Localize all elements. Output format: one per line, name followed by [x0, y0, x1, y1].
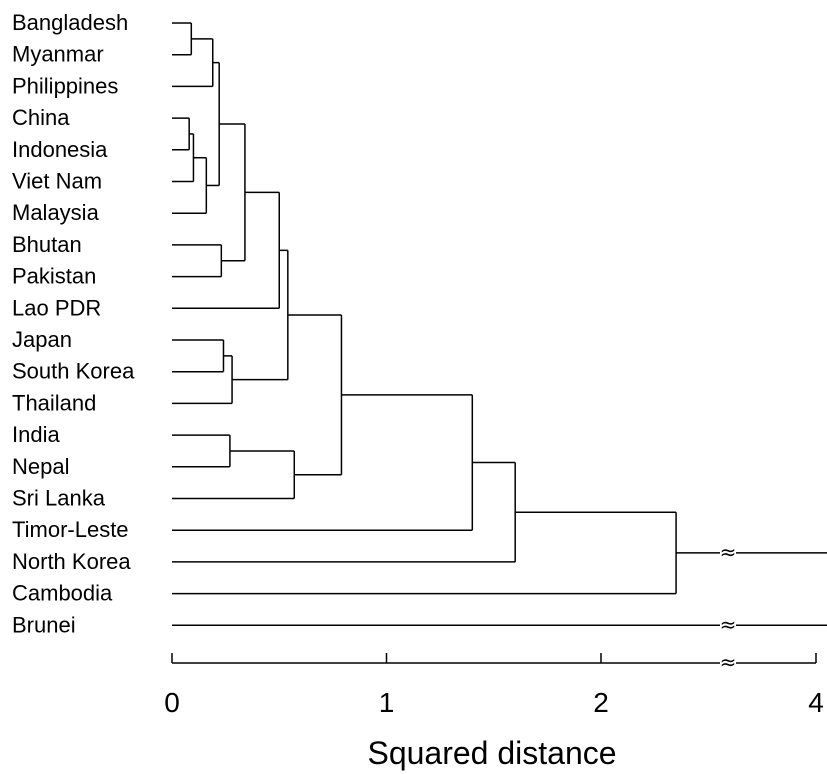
- leaf-label: North Korea: [12, 549, 131, 574]
- dendrogram-link: [172, 244, 223, 278]
- leaf-label: Bangladesh: [12, 10, 128, 35]
- leaf-label: Timor-Leste: [12, 517, 129, 542]
- leaf-label: China: [12, 105, 70, 130]
- tick-label: 2: [593, 687, 609, 718]
- dendrogram-link: [287, 314, 343, 476]
- dendrogram-link: [172, 191, 280, 310]
- dendrogram-link: [172, 339, 225, 373]
- leaf-label: South Korea: [12, 359, 135, 384]
- leaf-labels: Bangladesh Myanmar Philippines China Indones…: [12, 10, 135, 637]
- dendrogram-link: [172, 450, 296, 500]
- dendrogram-link: [172, 38, 214, 88]
- axis-title: Squared distance: [367, 735, 616, 771]
- dendrogram-link: [172, 394, 474, 531]
- leaf-label: Thailand: [12, 390, 96, 415]
- dendrogram-link: [172, 511, 677, 595]
- dendrogram-link: [219, 123, 246, 262]
- leaf-label: Philippines: [12, 73, 118, 98]
- leaf-label: Sri Lanka: [12, 486, 106, 511]
- leaf-label: Bhutan: [12, 232, 82, 257]
- tick-label: 1: [379, 687, 395, 718]
- dendrogram-link: [172, 434, 231, 468]
- dendrogram-branches: [172, 22, 827, 627]
- leaf-label: Myanmar: [12, 42, 104, 67]
- axis-break-mark: ≈: [720, 540, 737, 564]
- dendrogram-link: [172, 461, 516, 563]
- tick-label: 0: [164, 687, 180, 718]
- dendrogram-link: [172, 133, 195, 183]
- leaf-label: Lao PDR: [12, 295, 101, 320]
- leaf-label: India: [12, 422, 60, 447]
- dendrogram-link: [172, 156, 208, 214]
- leaf-label: Japan: [12, 327, 72, 352]
- axis-break-mark: ≈: [720, 612, 737, 636]
- leaf-label: Indonesia: [12, 137, 108, 162]
- leaf-label: Brunei: [12, 612, 76, 637]
- leaf-label: Malaysia: [12, 200, 100, 225]
- leaf-label: Nepal: [12, 454, 69, 479]
- leaf-label: Cambodia: [12, 581, 113, 606]
- dendrogram-link: [172, 22, 193, 56]
- tick-label: 4: [808, 687, 824, 718]
- axis-break-mark: ≈: [720, 650, 737, 674]
- leaf-label: Pakistan: [12, 264, 96, 289]
- leaf-label: Viet Nam: [12, 169, 102, 194]
- x-axis: 0 1 2 4 Squared distance ≈ ≈ ≈: [164, 540, 824, 771]
- dendrogram-link: [172, 117, 190, 151]
